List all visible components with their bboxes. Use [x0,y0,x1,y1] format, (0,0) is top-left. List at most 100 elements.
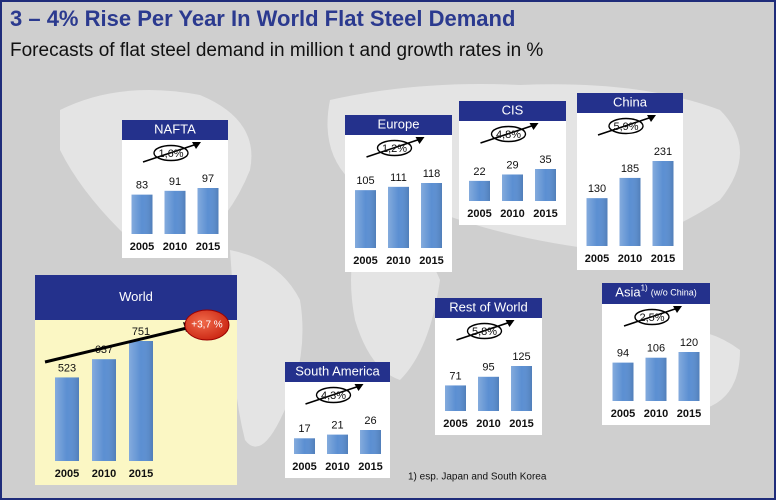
growth-label: 2,5% [639,312,664,324]
growth-ellipse [634,308,670,326]
growth-label: 4,3% [321,390,346,402]
growth-arrow [305,385,360,405]
bar-shade [469,180,490,201]
bar-shade [294,438,315,454]
chart-title: World [119,289,153,304]
growth-arrow [142,143,198,163]
value-label: 35 [539,154,551,166]
chart-header [435,298,542,318]
chart-title: NAFTA [154,121,196,136]
chart: Rest of World 71 2005 95 2010 125 2015 5,8% [435,298,542,435]
x-tick-label: 2010 [500,208,524,220]
subtitle: Forecasts of flat steel demand in millio… [10,40,543,61]
bar-shade [131,194,153,234]
chart-header [285,362,390,382]
value-label: 111 [390,172,407,184]
title-main: Asia [615,285,641,300]
x-tick-label: 2005 [467,208,491,220]
value-label: 94 [617,348,629,360]
arrow-head [505,320,515,327]
value-label: 22 [473,166,485,178]
x-tick-label: 2015 [509,418,533,430]
bar-shade [511,366,532,411]
bar-shade [360,430,381,454]
chart: China 130 2005 185 2010 231 2015 5,9% [577,93,683,270]
growth-ellipse [376,139,413,157]
bar-shade [164,190,186,234]
x-tick-label: 2005 [130,241,154,253]
growth-label: 1,6% [158,148,183,160]
footnote: 1) esp. Japan and South Korea [408,472,547,483]
value-label: 26 [364,415,376,427]
bar-shade [612,362,634,401]
value-label: 21 [331,420,343,432]
x-tick-label: 2005 [292,461,316,473]
growth-ellipse [490,125,527,143]
title-note: 1) [641,284,648,293]
x-tick-label: 2010 [92,468,116,480]
bar-shade [355,190,376,248]
x-tick-label: 2010 [163,241,187,253]
x-tick-label: 2015 [533,208,557,220]
arrow-head [673,306,682,313]
x-tick-label: 2015 [677,408,701,420]
chart: South America 17 2005 21 2010 26 2015 4,3% [285,362,390,478]
chart-header [459,101,566,121]
arrow-head [192,142,201,149]
chart: CIS 22 2005 29 2010 35 2015 4,8% [459,101,566,225]
chart-title: Asia1) (w/o China) [615,284,696,300]
x-tick-label: 2010 [325,461,349,473]
chart-title: China [613,94,648,109]
value-label: 106 [647,343,665,355]
chart-title: Europe [378,116,420,131]
growth-ellipse [315,386,352,404]
chart: Europe 105 2005 111 2010 118 2015 1,2% [345,115,452,272]
value-label: 120 [680,337,698,349]
x-tick-label: 2015 [129,468,153,480]
bar-shade [652,161,674,246]
value-label: 185 [621,163,639,175]
bar-shade [502,174,523,201]
growth-arrow [480,124,535,144]
growth-label: 5,9% [613,121,638,133]
title: 3 – 4% Rise Per Year In World Flat Steel… [10,6,515,31]
value-label: 17 [298,423,310,435]
x-tick-label: 2005 [353,255,377,267]
bar-shade [586,198,608,246]
value-label: 83 [136,180,148,192]
chart-title: South America [295,363,380,378]
x-tick-label: 2015 [196,241,220,253]
bar-shade [327,434,348,454]
chart-header [577,93,683,113]
x-tick-label: 2010 [644,408,668,420]
growth-arrow [44,326,188,364]
chart: Asia1) (w/o China) 94 2005 106 2010 120 2015 2,5… [602,283,710,425]
value-label: 523 [58,362,76,374]
value-label: 751 [132,326,150,338]
growth-badge [184,309,230,341]
bar-shade [421,183,442,248]
growth-ellipse [608,117,644,135]
chart-header [122,120,228,140]
chart: NAFTA 83 2005 91 2010 97 2015 1,6% [122,120,228,258]
x-tick-label: 2005 [443,418,467,430]
value-label: 231 [654,146,672,158]
bar-shade [478,376,499,411]
growth-ellipse [153,144,189,162]
bar-shade [388,186,409,248]
growth-ellipse [466,322,503,340]
bar-shade [645,357,667,401]
title-suffix: (w/o China) [651,288,697,298]
bar-shade [445,385,466,411]
growth-arrow [623,307,679,327]
value-label: 95 [482,362,494,374]
x-tick-label: 2010 [386,255,410,267]
value-label: 97 [202,173,214,185]
arrow-head [529,123,539,130]
growth-label: 1,2% [382,143,407,155]
bar-shade [55,377,79,461]
value-label: 29 [506,159,518,171]
